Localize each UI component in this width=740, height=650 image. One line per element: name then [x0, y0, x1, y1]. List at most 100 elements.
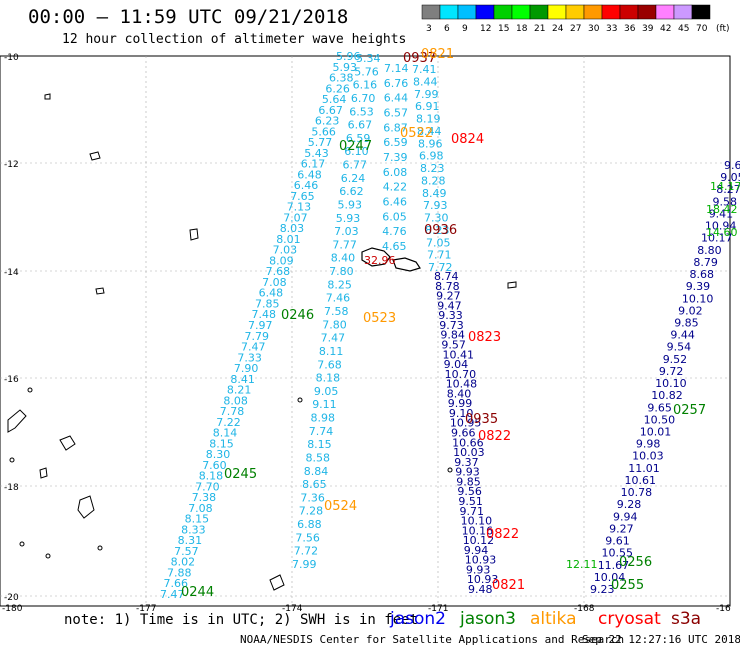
island [507, 281, 517, 289]
colorbar-swatch [457, 4, 477, 20]
wave-height-value: 8.15 [209, 437, 234, 450]
island [44, 93, 51, 100]
wave-height-value: 6.67 [348, 119, 373, 132]
wave-height-value: 10.10 [461, 515, 493, 528]
wave-height-value: 9.73 [439, 319, 464, 332]
wave-height-value: 10.94 [705, 220, 737, 233]
wave-height-value: 8.68 [690, 268, 715, 281]
wave-height-value: 9.94 [613, 510, 638, 523]
wave-height-value: 7.28 [299, 505, 324, 518]
wave-height-value: 7.80 [322, 318, 347, 331]
wave-height-value: 4.76 [382, 225, 407, 238]
wave-height-value: 10.04 [594, 571, 626, 584]
wave-height-values: 5.965.936.386.265.646.676.235.665.775.43… [160, 50, 740, 601]
wave-height-value: 10.10 [682, 292, 714, 305]
wave-height-value: 10.50 [644, 413, 676, 426]
island [77, 495, 95, 519]
wave-height-value: 8.03 [280, 222, 305, 235]
wave-height-value: 9.71 [460, 505, 485, 518]
wave-height-value: 9.10 [449, 407, 474, 420]
colorbar-label: 45 [678, 24, 689, 34]
wave-height-value: 6.59 [383, 136, 408, 149]
wave-height-value: 9.99 [448, 397, 473, 410]
wave-height-value: 8.65 [302, 478, 327, 491]
wave-height-value: 10.01 [640, 426, 672, 439]
wave-height-value: 14.60 [706, 226, 738, 239]
wave-height-value: 7.70 [195, 480, 220, 493]
wave-height-value: 9.54 [667, 341, 692, 354]
lon-label: -174 [282, 604, 303, 614]
colorbar-swatch [691, 4, 711, 20]
lon-label: -177 [136, 604, 156, 614]
wave-height-value: 9.52 [663, 353, 688, 366]
wave-height-value: 7.66 [164, 577, 189, 590]
wave-height-value: 8.27 [716, 183, 740, 196]
pass-time-label: 0822 [486, 527, 519, 542]
wave-height-value: 11.01 [628, 462, 660, 475]
wave-height-value: 9.93 [466, 563, 491, 576]
wave-height-value: 7.68 [266, 265, 291, 278]
wave-height-value: 8.15 [307, 438, 332, 451]
lon-label: -171 [428, 604, 448, 614]
map-title: 00:00 – 11:59 UTC 09/21/2018 [28, 6, 349, 28]
wave-height-value: 6.17 [301, 158, 326, 171]
wave-height-value: 6.87 [383, 121, 408, 134]
pass-time-label: 0523 [363, 311, 396, 326]
lat-label: -16 [4, 375, 19, 385]
colorbar-label: 70 [696, 24, 708, 34]
wave-height-value: 14.17 [710, 180, 740, 193]
colorbar-swatch [529, 4, 549, 20]
pass-time-label: 0821 [492, 578, 525, 593]
wave-height-value: 6.44 [384, 92, 409, 105]
pass-time-label: 0246 [281, 308, 314, 323]
island-savaii [392, 257, 421, 272]
island [95, 287, 105, 295]
wave-height-value: 4.65 [382, 240, 407, 253]
island [39, 467, 48, 479]
wave-height-value: 7.14 [384, 62, 409, 75]
colorbar-label: 42 [660, 24, 671, 34]
wave-height-value: 5.66 [311, 125, 336, 138]
wave-height-value: 7.48 [252, 308, 277, 321]
wave-height-value: 7.71 [427, 249, 452, 262]
wave-height-value: 7.13 [287, 201, 312, 214]
wave-height-value: 8.18 [316, 372, 341, 385]
wave-height-value: 7.90 [234, 362, 259, 375]
wave-height-value: 7.36 [300, 491, 325, 504]
island [27, 387, 33, 393]
wave-height-value: 9.33 [438, 309, 463, 322]
pass-time-label: 0524 [324, 499, 357, 514]
wave-height-value: 8.58 [306, 452, 331, 465]
island [447, 467, 453, 473]
wave-height-value: 6.38 [329, 72, 354, 85]
lat-label: -12 [4, 160, 19, 170]
wave-height-value: 6.24 [341, 172, 366, 185]
wave-height-value: 10.82 [651, 389, 683, 402]
colorbar-swatch [475, 4, 495, 20]
colorbar-swatch [493, 4, 513, 20]
wave-height-value: 8.33 [181, 523, 206, 536]
wave-height-value: 9.47 [437, 299, 462, 312]
wave-height-value: 9.37 [454, 456, 479, 469]
wave-height-value: 7.38 [192, 491, 217, 504]
wave-height-value: 9.02 [678, 304, 703, 317]
wave-height-value: 7.33 [237, 351, 262, 364]
colorbar-swatch [565, 4, 585, 20]
pass-time-label: 0821 [421, 47, 454, 62]
wave-height-value: 9.51 [458, 495, 483, 508]
wave-height-value: 10.03 [632, 450, 664, 463]
colorbar-label: 12 [480, 24, 491, 34]
island [269, 574, 285, 591]
wave-height-value: 8.78 [435, 280, 460, 293]
wave-height-value: 6.88 [297, 518, 322, 531]
wave-height-value: 10.17 [701, 232, 733, 245]
wave-height-value: 9.27 [436, 290, 461, 303]
credit-line: NOAA/NESDIS Center for Satellite Applica… [240, 633, 625, 646]
wave-height-value: 9.44 [670, 329, 695, 342]
wave-height-value: 18.42 [706, 203, 738, 216]
wave-height-value: 10.03 [453, 446, 485, 459]
satellite-jason3: jason3 [460, 609, 516, 629]
wave-height-value: 6.67 [318, 104, 343, 117]
wave-height-value: 8.79 [693, 256, 718, 269]
wave-height-value: 7.93 [423, 199, 448, 212]
